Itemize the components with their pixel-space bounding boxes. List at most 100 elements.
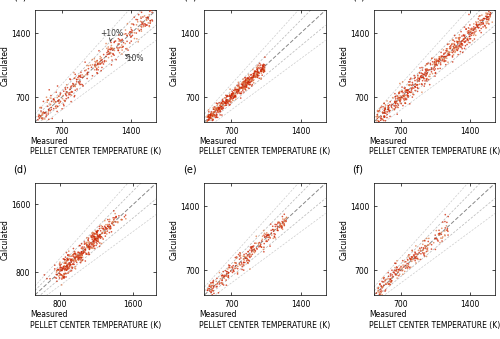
Point (107, 47, 115, 52)
Point (404, 82, 412, 88)
Point (77, 256, 85, 261)
Point (244, 81, 252, 87)
Point (72, 258, 80, 263)
Point (386, 277, 394, 282)
Point (60, 103, 68, 108)
Point (228, 92, 235, 98)
Point (401, 263, 409, 268)
Point (62, 82, 70, 87)
Point (440, 58, 448, 64)
Point (416, 248, 424, 254)
Point (62, 93, 70, 98)
Point (418, 75, 426, 80)
Point (452, 35, 460, 41)
Point (260, 62, 268, 67)
Point (50, 97, 58, 103)
Point (60, 272, 68, 277)
Point (207, 112, 215, 117)
Point (274, 228, 282, 233)
Point (41, 116, 49, 122)
Point (477, 30, 485, 35)
Point (67, 262, 75, 267)
Point (432, 60, 440, 65)
Point (76, 74, 84, 80)
Point (414, 89, 422, 94)
Point (83, 76, 91, 81)
Point (431, 236, 439, 241)
Point (448, 50, 456, 55)
Point (106, 51, 114, 57)
Point (425, 74, 433, 79)
Point (54, 267, 62, 273)
Point (394, 97, 402, 103)
Point (242, 84, 250, 89)
Point (208, 110, 216, 116)
Point (254, 70, 262, 75)
Point (75, 257, 83, 262)
Point (72, 252, 80, 257)
Point (395, 90, 403, 95)
Point (480, 16, 488, 21)
Point (208, 113, 216, 119)
Point (240, 84, 248, 89)
Point (76, 253, 84, 258)
Point (76, 250, 84, 255)
Point (236, 85, 244, 91)
Point (98, 230, 106, 236)
Point (88, 231, 96, 236)
Point (259, 64, 267, 69)
Point (474, 16, 482, 22)
Point (86, 242, 94, 247)
Point (227, 268, 235, 274)
Point (67, 254, 75, 259)
Point (220, 274, 228, 279)
Point (394, 102, 402, 108)
Point (207, 116, 215, 121)
Point (378, 104, 386, 109)
Point (483, 17, 491, 22)
Point (442, 56, 450, 61)
Point (378, 284, 386, 290)
Point (476, 23, 484, 28)
Point (204, 116, 212, 122)
Point (446, 46, 454, 51)
Point (108, 219, 116, 224)
Point (82, 247, 90, 253)
Point (274, 221, 282, 226)
Point (226, 93, 234, 98)
Point (484, 12, 492, 17)
Point (436, 54, 444, 60)
Point (234, 87, 242, 93)
Point (460, 39, 468, 44)
Point (106, 50, 114, 56)
Point (433, 63, 441, 68)
Point (454, 46, 462, 52)
Point (142, 18, 150, 23)
Point (79, 250, 87, 255)
Point (430, 60, 438, 66)
Point (436, 56, 444, 62)
Point (390, 99, 398, 105)
Point (204, 107, 212, 113)
Point (213, 276, 221, 281)
Point (246, 247, 254, 253)
Point (243, 254, 251, 259)
Point (423, 66, 431, 72)
Point (130, 30, 138, 36)
Point (208, 109, 216, 115)
Point (210, 106, 218, 112)
Point (218, 100, 226, 105)
Point (60, 102, 68, 107)
Point (215, 107, 223, 113)
Point (232, 93, 239, 99)
Point (404, 93, 412, 99)
Point (65, 256, 73, 261)
Point (207, 116, 215, 121)
Point (218, 274, 226, 280)
Point (466, 22, 474, 28)
Point (393, 273, 401, 278)
Point (102, 234, 110, 239)
Point (399, 272, 407, 277)
Point (225, 262, 233, 268)
Point (218, 277, 226, 283)
